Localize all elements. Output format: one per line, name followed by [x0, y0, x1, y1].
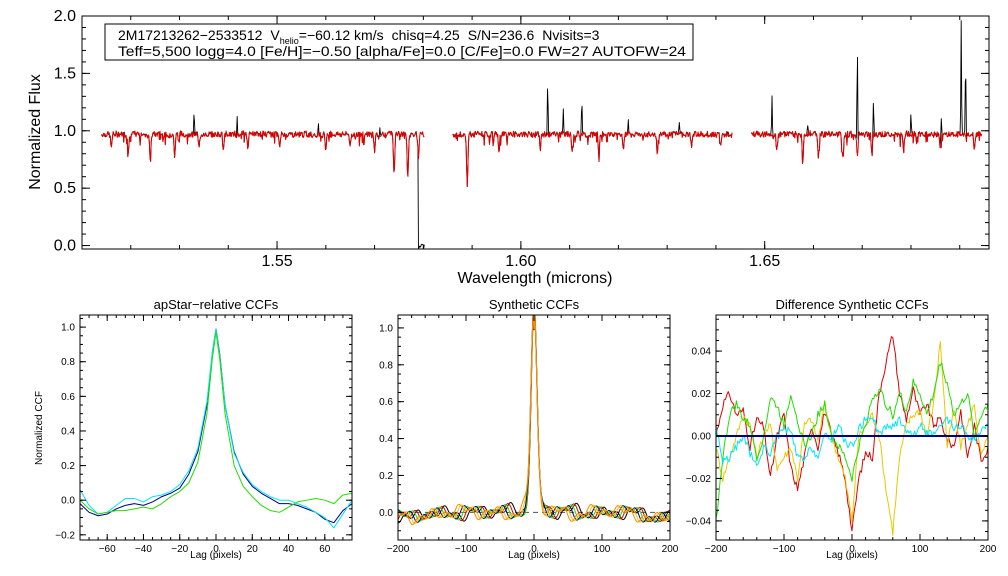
- synthetic-ccf-ticks: −200 −100 0 100 200 0.0 0.2 0.4 0.6 0.8 1.0: [379, 315, 679, 555]
- y-tick-label: 0.4: [61, 426, 75, 437]
- chisq: chisq=4.25: [392, 27, 460, 43]
- info-line-2: Teff=5,500 logg=4.0 [Fe/H]=−0.50 [alpha/…: [118, 43, 686, 59]
- x-tick-label: 1.55: [261, 253, 292, 270]
- y-tick-label: 0.02: [692, 389, 712, 400]
- vhelio-subscript: helio: [280, 36, 299, 46]
- x-tick-label: 0: [849, 544, 855, 555]
- spectrum-series-group: [101, 20, 983, 249]
- y-tick-label: 0.5: [54, 180, 76, 197]
- x-tick-label: 0: [531, 544, 537, 555]
- y-tick-label: −0.2: [55, 530, 75, 541]
- synthetic-ccf-panel: −200 −100 0 100 200 0.0 0.2 0.4 0.6 0.8 1.0 Synthe…: [379, 297, 679, 561]
- y-tick-label: 0.04: [692, 347, 712, 358]
- y-tick-label: 0.00: [692, 431, 712, 442]
- x-tick-label: 200: [662, 544, 679, 555]
- y-tick-label: −0.02: [686, 474, 712, 485]
- synthetic-ccf-xlabel: Lag (pixels): [508, 550, 560, 561]
- ccf2-series-2: [398, 315, 670, 523]
- synthetic-ccf-series-group: [398, 315, 670, 526]
- y-tick-label: 0.6: [379, 397, 393, 408]
- observed-line-chip-3: [751, 20, 983, 164]
- apstar-ccf-series-group: [80, 328, 352, 529]
- ccf1-series-3: [80, 331, 352, 515]
- ccf2-series-6: [398, 315, 670, 526]
- x-tick-label: 60: [319, 544, 331, 555]
- ccf1-series-2: [80, 328, 352, 529]
- y-tick-label: 1.0: [61, 323, 75, 334]
- x-tick-label: 200: [980, 544, 997, 555]
- y-tick-label: 0.2: [61, 461, 75, 472]
- ccf3-series-5: [716, 416, 988, 466]
- y-tick-label: 0.6: [61, 392, 75, 403]
- spectrum-ylabel: Normalized Flux: [27, 74, 44, 190]
- apstar-ccf-xlabel: Lag (pixels): [190, 550, 242, 561]
- y-tick-label: 0.0: [54, 238, 76, 255]
- apstar-ccf-panel: −60 −40 −20 0 20 40 60 −0.2 0.0 0.2 0.4 0.6 0.8 1.0 a…: [34, 297, 353, 561]
- x-tick-label: −20: [171, 544, 188, 555]
- vhelio-label: V: [270, 27, 280, 43]
- spectrum-ticks: 1.55 1.60 1.65 0.0 0.5 1.0 1.5 2.0: [54, 8, 989, 270]
- nvisits: Nvisits=3: [542, 27, 599, 43]
- spectrum-axes-frame: [81, 15, 990, 250]
- synthetic-ccf-axes-frame: [397, 314, 671, 541]
- y-tick-label: 0.4: [379, 434, 393, 445]
- y-tick-label: 0.0: [379, 508, 393, 519]
- ccf1-series-1: [80, 328, 352, 524]
- y-tick-label: 1.5: [54, 65, 76, 82]
- y-tick-label: 1.0: [379, 323, 393, 334]
- ccf3-series-2: [716, 336, 988, 532]
- x-tick-label: −60: [99, 544, 116, 555]
- model-line-chip-2: [452, 130, 733, 187]
- ccf2-series-4: [398, 315, 670, 523]
- difference-ccf-panel: −200 −100 0 100 200 −0.04 −0.02 0.00 0.02 0.04 Di…: [686, 297, 997, 561]
- y-tick-label: −0.04: [686, 516, 712, 527]
- synthetic-ccf-title: Synthetic CCFs: [489, 297, 580, 312]
- difference-ccf-ticks: −200 −100 0 100 200 −0.04 −0.02 0.00 0.02 0.04: [686, 315, 997, 555]
- x-tick-label: −100: [773, 544, 796, 555]
- ccf3-series-3: [716, 341, 988, 536]
- ccf2-series-5: [398, 315, 670, 525]
- info-line-1: 2M17213262−2533512 Vhelio=−60.12 km/s chis…: [118, 27, 600, 46]
- difference-ccf-series-group: [716, 336, 988, 536]
- spectrum-panel: 1.55 1.60 1.65 0.0 0.5 1.0 1.5 2.0 Normalized F…: [27, 8, 990, 287]
- star-id: 2M17213262−2533512: [118, 27, 263, 43]
- y-tick-label: 2.0: [54, 8, 76, 25]
- x-tick-label: −200: [705, 544, 728, 555]
- spectrum-xlabel: Wavelength (microns): [457, 270, 612, 287]
- vhelio-value: =−60.12 km/s: [299, 27, 384, 43]
- y-tick-label: 1.0: [54, 123, 76, 140]
- x-tick-label: 100: [912, 544, 929, 555]
- x-tick-label: 1.60: [505, 253, 536, 270]
- x-tick-label: −200: [387, 544, 410, 555]
- apstar-ccf-title: apStar−relative CCFs: [154, 297, 279, 312]
- y-tick-label: 0.0: [61, 496, 75, 507]
- x-tick-label: 40: [283, 544, 295, 555]
- x-tick-label: −100: [455, 544, 478, 555]
- info-box: [104, 23, 694, 61]
- snr: S/N=236.6: [468, 27, 535, 43]
- x-tick-label: 0: [213, 544, 219, 555]
- ccf3-series-4: [716, 362, 988, 519]
- model-line-chip-1: [101, 130, 425, 177]
- x-tick-label: 1.65: [749, 253, 780, 270]
- x-tick-label: −40: [135, 544, 152, 555]
- y-tick-label: 0.8: [379, 360, 393, 371]
- apstar-ccf-ylabel: Normalized CCF: [34, 391, 45, 465]
- ccf2-series-1: [398, 315, 670, 524]
- model-line-chip-3: [751, 130, 983, 165]
- ccf2-series-3: [398, 315, 670, 523]
- x-tick-label: 20: [247, 544, 259, 555]
- difference-ccf-title: Difference Synthetic CCFs: [776, 297, 929, 312]
- x-tick-label: 100: [594, 544, 611, 555]
- y-tick-label: 0.8: [61, 357, 75, 368]
- apstar-ccf-axes-frame: [79, 314, 353, 541]
- y-tick-label: 0.2: [379, 471, 393, 482]
- difference-ccf-axes-frame: [715, 314, 989, 541]
- apstar-ccf-ticks: −60 −40 −20 0 20 40 60 −0.2 0.0 0.2 0.4 0.6 0.8 1.0: [55, 315, 353, 555]
- difference-ccf-xlabel: Lag (pixels): [826, 550, 878, 561]
